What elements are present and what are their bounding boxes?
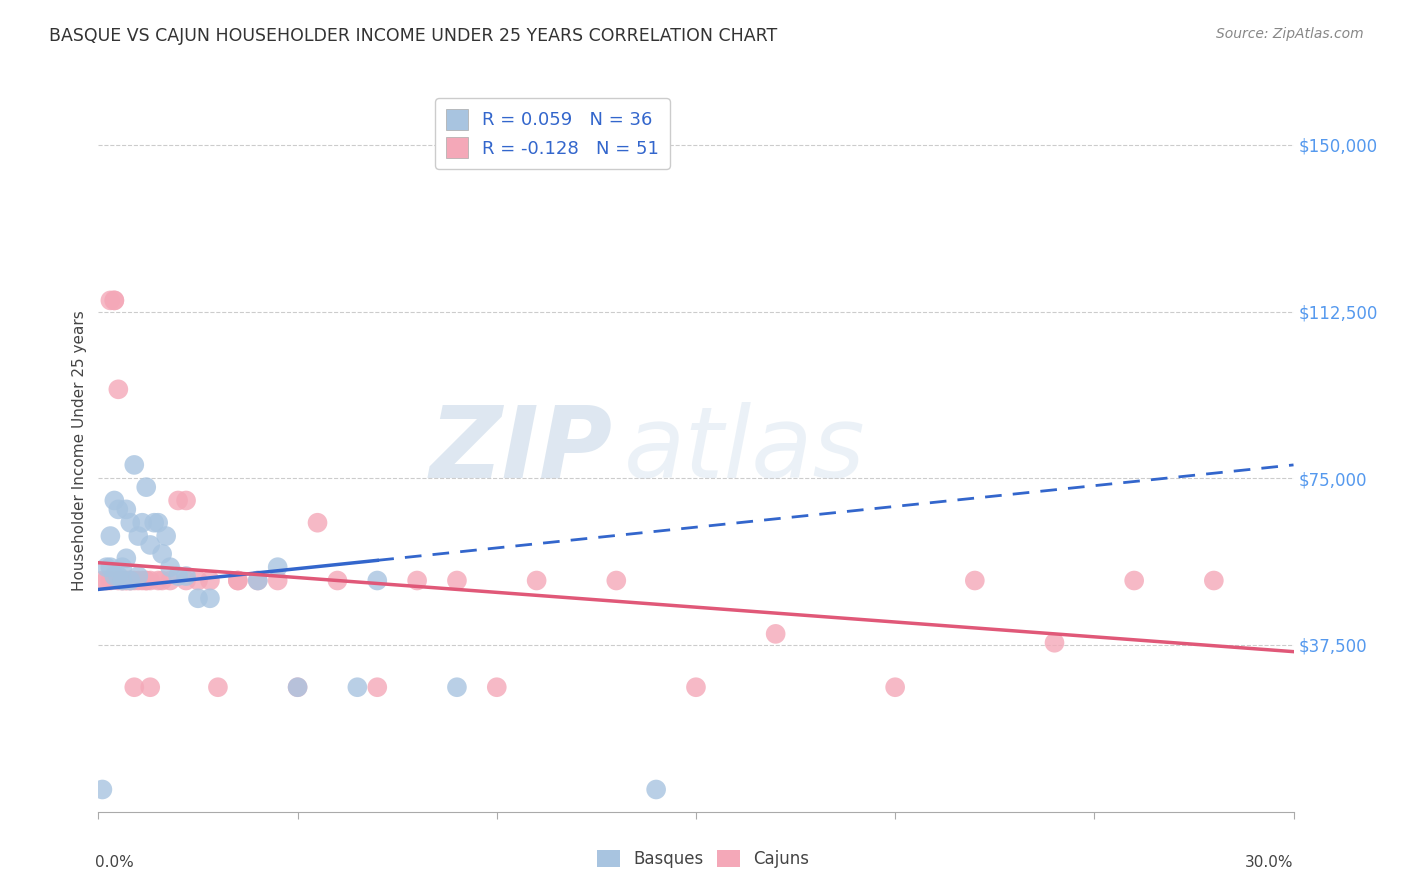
Point [963, 574, 986, 588]
Point [287, 680, 309, 694]
Point [159, 560, 181, 574]
Y-axis label: Householder Income Under 25 years: Householder Income Under 25 years [72, 310, 87, 591]
Point [107, 569, 129, 583]
Point [139, 574, 162, 588]
Point [207, 680, 229, 694]
Point [124, 574, 146, 588]
Point [267, 574, 290, 588]
Point [226, 574, 249, 588]
Point [159, 574, 181, 588]
Point [120, 574, 142, 588]
Point [103, 493, 125, 508]
Point [246, 574, 269, 588]
Point [98, 529, 122, 543]
Point [198, 591, 221, 606]
Point [267, 560, 290, 574]
Point [446, 680, 468, 694]
Point [406, 574, 429, 588]
Point [135, 574, 157, 588]
Point [884, 680, 907, 694]
Point [765, 627, 787, 641]
Point [150, 547, 173, 561]
Point [1123, 574, 1146, 588]
Point [120, 574, 142, 588]
Point [346, 680, 368, 694]
Legend: Basques, Cajuns: Basques, Cajuns [591, 843, 815, 875]
Point [124, 680, 146, 694]
Point [174, 569, 197, 583]
Point [127, 569, 149, 583]
Point [605, 574, 627, 588]
Point [155, 529, 177, 543]
Text: BASQUE VS CAJUN HOUSEHOLDER INCOME UNDER 25 YEARS CORRELATION CHART: BASQUE VS CAJUN HOUSEHOLDER INCOME UNDER… [49, 27, 778, 45]
Point [135, 480, 157, 494]
Point [287, 680, 309, 694]
Point [526, 574, 548, 588]
Point [111, 574, 134, 588]
Point [91, 782, 114, 797]
Point [131, 516, 153, 530]
Text: atlas: atlas [624, 402, 866, 499]
Point [187, 574, 209, 588]
Point [148, 516, 170, 530]
Point [485, 680, 508, 694]
Point [115, 551, 138, 566]
Point [103, 293, 125, 308]
Point [446, 574, 468, 588]
Point [167, 569, 190, 583]
Point [111, 560, 134, 574]
Point [115, 574, 138, 588]
Point [115, 502, 138, 516]
Point [187, 591, 209, 606]
Point [685, 680, 707, 694]
Point [174, 493, 197, 508]
Point [98, 560, 122, 574]
Point [1202, 574, 1225, 588]
Point [107, 574, 129, 588]
Point [167, 493, 190, 508]
Point [366, 574, 388, 588]
Point [148, 574, 170, 588]
Point [307, 516, 329, 530]
Text: ZIP: ZIP [429, 402, 613, 499]
Point [127, 574, 149, 588]
Point [135, 574, 157, 588]
Point [131, 574, 153, 588]
Point [98, 574, 122, 588]
Point [226, 574, 249, 588]
Point [150, 574, 173, 588]
Point [326, 574, 349, 588]
Point [120, 516, 142, 530]
Text: Source: ZipAtlas.com: Source: ZipAtlas.com [1216, 27, 1364, 41]
Point [103, 569, 125, 583]
Point [91, 574, 114, 588]
Point [111, 574, 134, 588]
Point [127, 529, 149, 543]
Point [98, 293, 122, 308]
Point [645, 782, 668, 797]
Point [96, 574, 118, 588]
Point [246, 574, 269, 588]
Legend: R = 0.059   N = 36, R = -0.128   N = 51: R = 0.059 N = 36, R = -0.128 N = 51 [436, 98, 669, 169]
Point [103, 293, 125, 308]
Point [143, 516, 166, 530]
Point [115, 574, 138, 588]
Point [139, 680, 162, 694]
Point [139, 538, 162, 552]
Point [107, 382, 129, 396]
Point [111, 574, 134, 588]
Point [124, 458, 146, 472]
Point [120, 574, 142, 588]
Point [198, 574, 221, 588]
Point [174, 574, 197, 588]
Point [1043, 636, 1066, 650]
Point [107, 502, 129, 516]
Text: 0.0%: 0.0% [94, 855, 134, 870]
Point [96, 560, 118, 574]
Text: 30.0%: 30.0% [1246, 855, 1294, 870]
Point [366, 680, 388, 694]
